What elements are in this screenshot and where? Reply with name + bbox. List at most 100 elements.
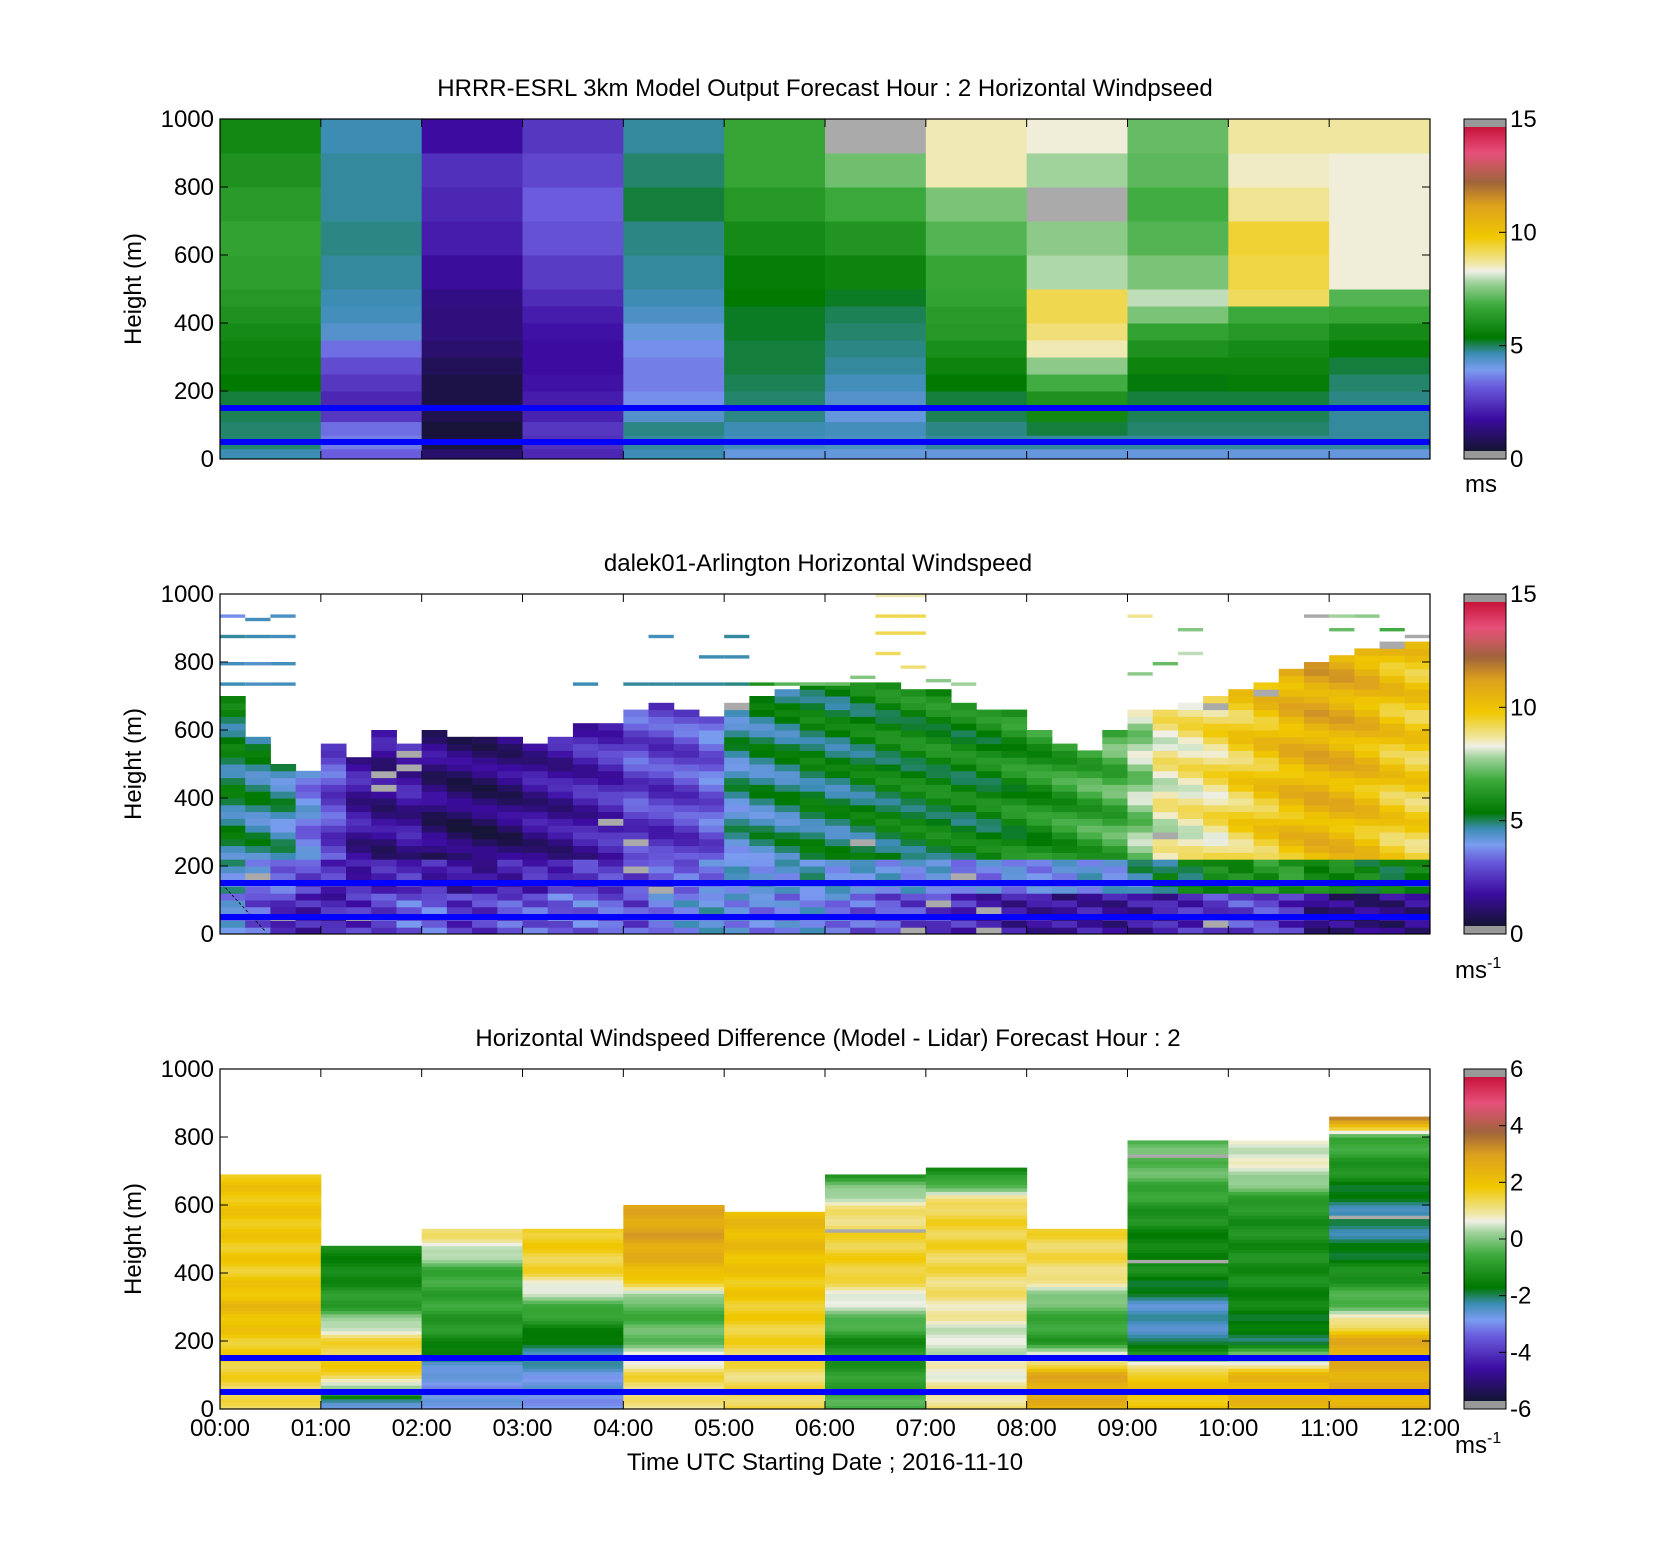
heat-cell <box>623 1211 725 1216</box>
heat-cell <box>1329 798 1355 806</box>
heat-cell <box>850 886 876 894</box>
heat-cell <box>623 1286 725 1291</box>
heat-cell <box>724 1215 826 1220</box>
heat-cell <box>421 791 448 799</box>
heat-cell <box>774 866 801 874</box>
heat-cell <box>1102 777 1128 785</box>
heat-cell <box>421 187 523 222</box>
heat-cell <box>1026 764 1053 772</box>
heat-cell <box>1228 845 1255 853</box>
heat-cell <box>1127 1208 1229 1213</box>
heat-cell <box>1177 757 1204 765</box>
heat-cell <box>925 1256 1028 1260</box>
heat-cell <box>825 818 851 826</box>
heat-cell <box>220 1283 322 1288</box>
heat-cell <box>749 832 776 840</box>
heat-cell <box>1278 859 1305 867</box>
heat-cell <box>925 340 1028 358</box>
heat-cell <box>320 1405 423 1409</box>
heat-cell <box>925 1262 1028 1267</box>
heat-cell <box>1127 1167 1229 1172</box>
heat-cell <box>673 730 700 738</box>
heat-cell <box>1329 1177 1430 1182</box>
heat-cell <box>396 838 423 847</box>
heat-cell <box>522 1317 624 1322</box>
heat-cell <box>925 791 952 799</box>
heat-cell <box>724 221 826 256</box>
heat-cell <box>446 818 473 826</box>
heat-cell <box>396 845 423 853</box>
heat-cell <box>623 187 725 222</box>
heat-cell <box>598 791 624 799</box>
heat-cell <box>320 920 347 928</box>
heat-cell <box>1278 906 1305 915</box>
heat-cell <box>446 920 473 928</box>
heat-cell <box>472 804 498 813</box>
heat-cell <box>421 927 448 934</box>
heat-cell <box>825 1177 927 1182</box>
heat-cell <box>648 798 675 806</box>
heat-cell <box>421 1276 523 1281</box>
heat-cell <box>1051 859 1078 867</box>
heat-cell <box>220 682 246 686</box>
heat-cell <box>976 743 1002 751</box>
heat-cell <box>1278 900 1305 908</box>
heat-cell <box>749 845 776 853</box>
heat-cell <box>1354 825 1381 833</box>
panel-difference-xaxis <box>219 1069 1431 1409</box>
heat-cell <box>925 448 1028 459</box>
heat-cell <box>497 757 523 765</box>
heat-cell <box>850 750 876 758</box>
heat-cell <box>295 866 322 874</box>
heat-cell <box>1127 832 1154 840</box>
heat-cell <box>421 770 448 779</box>
heat-cell <box>825 1252 927 1257</box>
heat-cell <box>925 1273 1028 1277</box>
heat-cell <box>724 1273 826 1277</box>
heat-cell <box>623 709 650 717</box>
ytick-label: 0 <box>201 1396 214 1423</box>
heat-cell <box>572 832 599 840</box>
heat-cell <box>1127 1218 1229 1223</box>
heat-cell <box>270 825 297 833</box>
heat-cell <box>623 1324 725 1328</box>
heat-cell <box>421 1337 523 1342</box>
heat-cell <box>371 886 397 894</box>
heat-cell <box>925 859 952 867</box>
heat-cell <box>245 682 271 686</box>
heat-cell <box>1102 784 1128 792</box>
heat-cell <box>1278 893 1305 901</box>
heat-cell <box>724 1222 826 1226</box>
heat-cell <box>1228 1177 1330 1182</box>
heat-cell <box>623 1256 725 1260</box>
heat-cell <box>270 804 297 813</box>
heat-cell <box>270 845 297 853</box>
heat-cell <box>421 798 448 806</box>
heat-cell <box>1127 408 1229 423</box>
heat-cell <box>1127 777 1154 785</box>
heat-cell <box>1127 1232 1229 1237</box>
heat-cell <box>1026 791 1053 799</box>
heat-cell <box>1303 872 1330 881</box>
heat-cell <box>623 1405 725 1409</box>
heat-cell <box>825 1262 927 1267</box>
heat-cell <box>825 1320 927 1325</box>
heat-cell <box>1228 289 1330 307</box>
heat-cell <box>1152 777 1179 785</box>
heat-cell <box>1354 927 1381 934</box>
heat-cell <box>925 1276 1028 1281</box>
heat-cell <box>1127 614 1153 618</box>
heat-cell <box>1278 757 1305 765</box>
heat-cell <box>1329 628 1355 632</box>
heat-cell <box>648 886 675 894</box>
heat-cell <box>446 750 473 758</box>
heat-cell <box>572 811 599 819</box>
heat-cell <box>522 1269 624 1274</box>
heat-cell <box>270 838 297 847</box>
heat-cell <box>1303 927 1330 934</box>
heat-cell <box>875 811 902 819</box>
heat-cell <box>623 1232 725 1237</box>
heat-cell <box>220 1341 322 1345</box>
heat-cell <box>396 811 423 819</box>
heat-cell <box>1152 784 1179 792</box>
